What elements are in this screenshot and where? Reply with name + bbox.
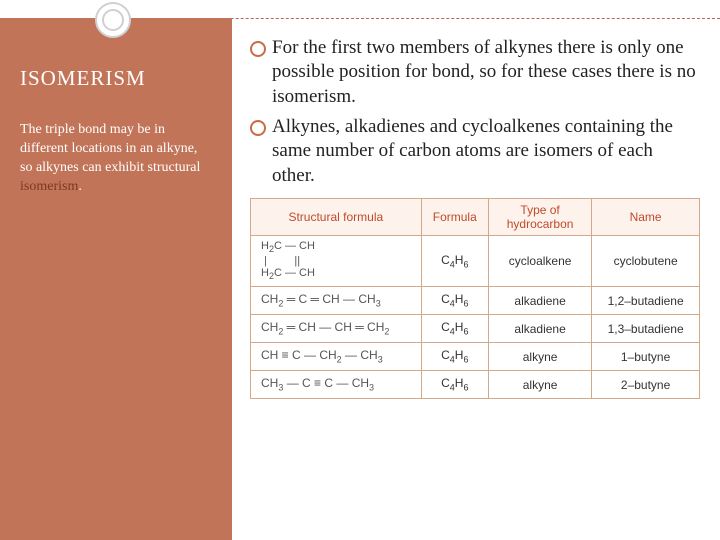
table-row: CH3 — C ≡ C — CH3C4H6alkyne2–butyne (251, 371, 700, 399)
bullet-item: Alkynes, alkadienes and cycloalkenes con… (250, 115, 700, 188)
table-row: H2C — CH | ||H2C — CHC4H6cycloalkenecycl… (251, 235, 700, 286)
isomer-table: Structural formula Formula Type of hydro… (250, 198, 700, 399)
th-formula: Formula (421, 198, 488, 235)
sidebar-title: ISOMERISM (20, 66, 212, 91)
cell-name: 1–butyne (592, 343, 700, 371)
main-content: For the first two members of alkynes the… (250, 36, 700, 530)
th-type: Type of hydrocarbon (488, 198, 591, 235)
cell-type: alkyne (488, 371, 591, 399)
cell-type: alkyne (488, 343, 591, 371)
sidebar-subtitle-em: isomerism (20, 179, 78, 194)
cell-name: 2–butyne (592, 371, 700, 399)
cell-formula: C4H6 (421, 315, 488, 343)
table-body: H2C — CH | ||H2C — CHC4H6cycloalkenecycl… (251, 235, 700, 398)
table-row: CH2 ═ CH — CH ═ CH2C4H6alkadiene1,3–buta… (251, 315, 700, 343)
table-row: CH ≡ C — CH2 — CH3C4H6alkyne1–butyne (251, 343, 700, 371)
bullet-list: For the first two members of alkynes the… (250, 36, 700, 188)
cell-structural: CH2 ═ CH — CH ═ CH2 (251, 315, 422, 343)
cell-structural: CH2 ═ C ═ CH — CH3 (251, 287, 422, 315)
cell-formula: C4H6 (421, 343, 488, 371)
cell-formula: C4H6 (421, 371, 488, 399)
cell-name: 1,2–butadiene (592, 287, 700, 315)
cell-type: cycloalkene (488, 235, 591, 286)
cell-type: alkadiene (488, 315, 591, 343)
sidebar-subtitle-after: . (78, 179, 82, 194)
circle-ornament-icon (95, 2, 131, 38)
cell-type: alkadiene (488, 287, 591, 315)
table-row: CH2 ═ C ═ CH — CH3C4H6alkadiene1,2–butad… (251, 287, 700, 315)
cell-structural: H2C — CH | ||H2C — CH (251, 235, 422, 286)
table-header-row: Structural formula Formula Type of hydro… (251, 198, 700, 235)
cell-structural: CH3 — C ≡ C — CH3 (251, 371, 422, 399)
sidebar-subtitle: The triple bond may be in different loca… (20, 121, 212, 197)
cell-formula: C4H6 (421, 235, 488, 286)
cell-name: 1,3–butadiene (592, 315, 700, 343)
cell-name: cyclobutene (592, 235, 700, 286)
th-structural: Structural formula (251, 198, 422, 235)
cell-structural: CH ≡ C — CH2 — CH3 (251, 343, 422, 371)
bullet-item: For the first two members of alkynes the… (250, 36, 700, 109)
th-name: Name (592, 198, 700, 235)
sidebar: ISOMERISM The triple bond may be in diff… (0, 18, 232, 540)
sidebar-subtitle-before: The triple bond may be in different loca… (20, 122, 200, 175)
cell-formula: C4H6 (421, 287, 488, 315)
